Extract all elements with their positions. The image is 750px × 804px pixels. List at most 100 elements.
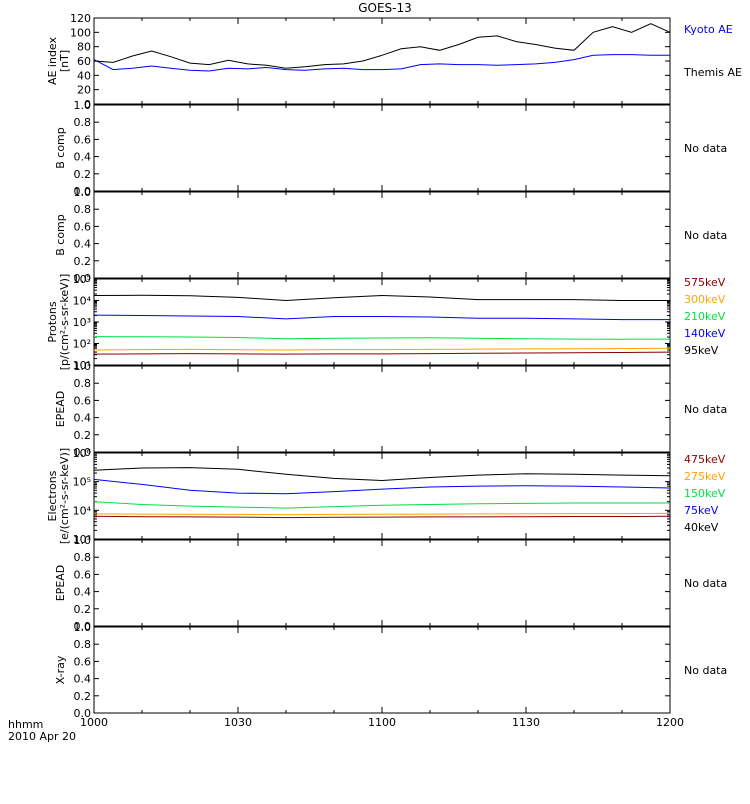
panel-b2: 0.0 0.2 0.4 0.6 0.8 1.0 B comp No data bbox=[54, 186, 727, 285]
panel-frame bbox=[93, 191, 671, 279]
legend-entry: 75keV bbox=[684, 504, 719, 517]
series-line bbox=[93, 351, 671, 355]
legend-entry: 40keV bbox=[684, 521, 719, 534]
series-line bbox=[93, 54, 670, 72]
legend-entry: Themis AE bbox=[683, 66, 742, 79]
panel-xray: 0.0 0.2 0.4 0.6 0.8 1.0 X-ray No data bbox=[54, 621, 727, 720]
x-tick-label: 1200 bbox=[656, 716, 684, 729]
y-tick-label: 1.0 bbox=[74, 621, 92, 634]
y-tick-label: 0.0 bbox=[74, 185, 92, 198]
hhmm-label: hhmm bbox=[8, 718, 43, 731]
y-axis-title: [e/(cm²-s-sr-keV)] bbox=[58, 448, 71, 544]
y-tick-label: 40 bbox=[77, 69, 91, 82]
y-tick-label: 0.4 bbox=[74, 151, 92, 164]
y-tick-label: 0.0 bbox=[74, 272, 92, 285]
y-tick-label: 0.0 bbox=[74, 446, 92, 459]
y-axis-title: B comp bbox=[54, 214, 67, 256]
y-axis-title: X-ray bbox=[54, 655, 67, 684]
y-tick-label: 0.4 bbox=[74, 412, 92, 425]
y-tick-label: 0.2 bbox=[74, 603, 92, 616]
x-tick-label: 1000 bbox=[80, 716, 108, 729]
series-line bbox=[93, 512, 671, 516]
series-line bbox=[93, 501, 670, 509]
y-tick-label: 10⁶ bbox=[73, 447, 92, 460]
x-tick-label: 1100 bbox=[368, 716, 396, 729]
y-axis-title: EPEAD bbox=[54, 565, 67, 602]
no-data-label: No data bbox=[684, 142, 727, 155]
y-axis-title: EPEAD bbox=[54, 391, 67, 428]
no-data-label: No data bbox=[684, 664, 727, 677]
y-tick-label: 1.0 bbox=[74, 360, 92, 373]
y-axis-title: [nT] bbox=[58, 50, 71, 72]
y-tick-label: 0.4 bbox=[74, 238, 92, 251]
series-line bbox=[93, 336, 671, 340]
y-tick-label: 10¹ bbox=[73, 359, 91, 372]
plot-title: GOES-13 bbox=[358, 1, 412, 15]
y-tick-label: 0.4 bbox=[74, 586, 92, 599]
y-tick-label: 0.8 bbox=[74, 377, 92, 390]
y-tick-label: 60 bbox=[77, 55, 91, 68]
panel-epead2: 0.0 0.2 0.4 0.6 0.8 1.0 EPEAD No data bbox=[54, 534, 727, 633]
y-tick-label: 0.2 bbox=[74, 255, 92, 268]
series-line bbox=[93, 478, 671, 495]
y-tick-label: 20 bbox=[77, 84, 91, 97]
y-tick-label: 0.0 bbox=[74, 620, 92, 633]
legend-entry: 575keV bbox=[684, 276, 726, 289]
y-tick-label: 120 bbox=[70, 12, 91, 25]
y-tick-label: 0.6 bbox=[74, 394, 92, 407]
legend-entry: 300keV bbox=[684, 293, 726, 306]
y-tick-label: 10³ bbox=[73, 316, 91, 329]
no-data-label: No data bbox=[684, 403, 727, 416]
legend-entry: 95keV bbox=[684, 344, 719, 357]
series-line bbox=[93, 515, 671, 519]
no-data-label: No data bbox=[684, 577, 727, 590]
legend-entry: 150keV bbox=[684, 487, 726, 500]
series-line bbox=[93, 467, 671, 482]
panel-frame bbox=[93, 104, 671, 192]
y-tick-label: 0 bbox=[84, 98, 91, 111]
y-tick-label: 0.8 bbox=[74, 116, 92, 129]
y-tick-label: 10⁴ bbox=[73, 504, 92, 517]
panel-frame bbox=[93, 17, 671, 105]
y-axis-title: AE index bbox=[46, 36, 59, 85]
x-tick-label: 1130 bbox=[512, 716, 540, 729]
panel-electrons: 10³ 10⁴ 10⁵ 10⁶ Electrons [e/(cm²-s-sr-keV)] 4… bbox=[46, 447, 726, 546]
y-tick-label: 0.8 bbox=[74, 551, 92, 564]
y-tick-label: 1.0 bbox=[74, 99, 92, 112]
y-axis-title: Electrons bbox=[46, 470, 59, 521]
panel-frame bbox=[93, 278, 671, 366]
y-axis-title: Protons bbox=[46, 301, 59, 342]
y-tick-label: 0.6 bbox=[74, 133, 92, 146]
y-tick-label: 0.2 bbox=[74, 429, 92, 442]
y-axis-title: B comp bbox=[54, 127, 67, 169]
legend-entry: 475keV bbox=[684, 453, 726, 466]
y-tick-label: 10³ bbox=[73, 533, 91, 546]
series-line bbox=[93, 294, 670, 302]
y-tick-label: 0.2 bbox=[74, 690, 92, 703]
series-line bbox=[93, 347, 671, 351]
panel-protons: 10¹ 10² 10³ 10⁴ 10⁵ Protons [p/(cm²-s-sr-keV)]… bbox=[46, 273, 726, 372]
panel-frame bbox=[93, 452, 671, 540]
y-tick-label: 10² bbox=[73, 338, 91, 351]
y-tick-label: 0.8 bbox=[74, 203, 92, 216]
y-tick-label: 0.6 bbox=[74, 655, 92, 668]
y-tick-label: 0.6 bbox=[74, 220, 92, 233]
y-tick-label: 10⁵ bbox=[73, 273, 91, 286]
y-tick-label: 100 bbox=[70, 26, 91, 39]
y-tick-label: 0.4 bbox=[74, 673, 92, 686]
x-tick-label: 1030 bbox=[224, 716, 252, 729]
y-tick-label: 0.2 bbox=[74, 168, 92, 181]
legend-entry: 210keV bbox=[684, 310, 726, 323]
y-tick-label: 0.6 bbox=[74, 568, 92, 581]
series-line bbox=[93, 23, 671, 69]
y-tick-label: 1.0 bbox=[74, 534, 92, 547]
panel-b1: 0.0 0.2 0.4 0.6 0.8 1.0 B comp No data bbox=[54, 99, 727, 198]
y-tick-label: 0.0 bbox=[74, 707, 92, 720]
panel-frame bbox=[93, 539, 671, 627]
no-data-label: No data bbox=[684, 229, 727, 242]
panel-frame bbox=[93, 365, 671, 453]
